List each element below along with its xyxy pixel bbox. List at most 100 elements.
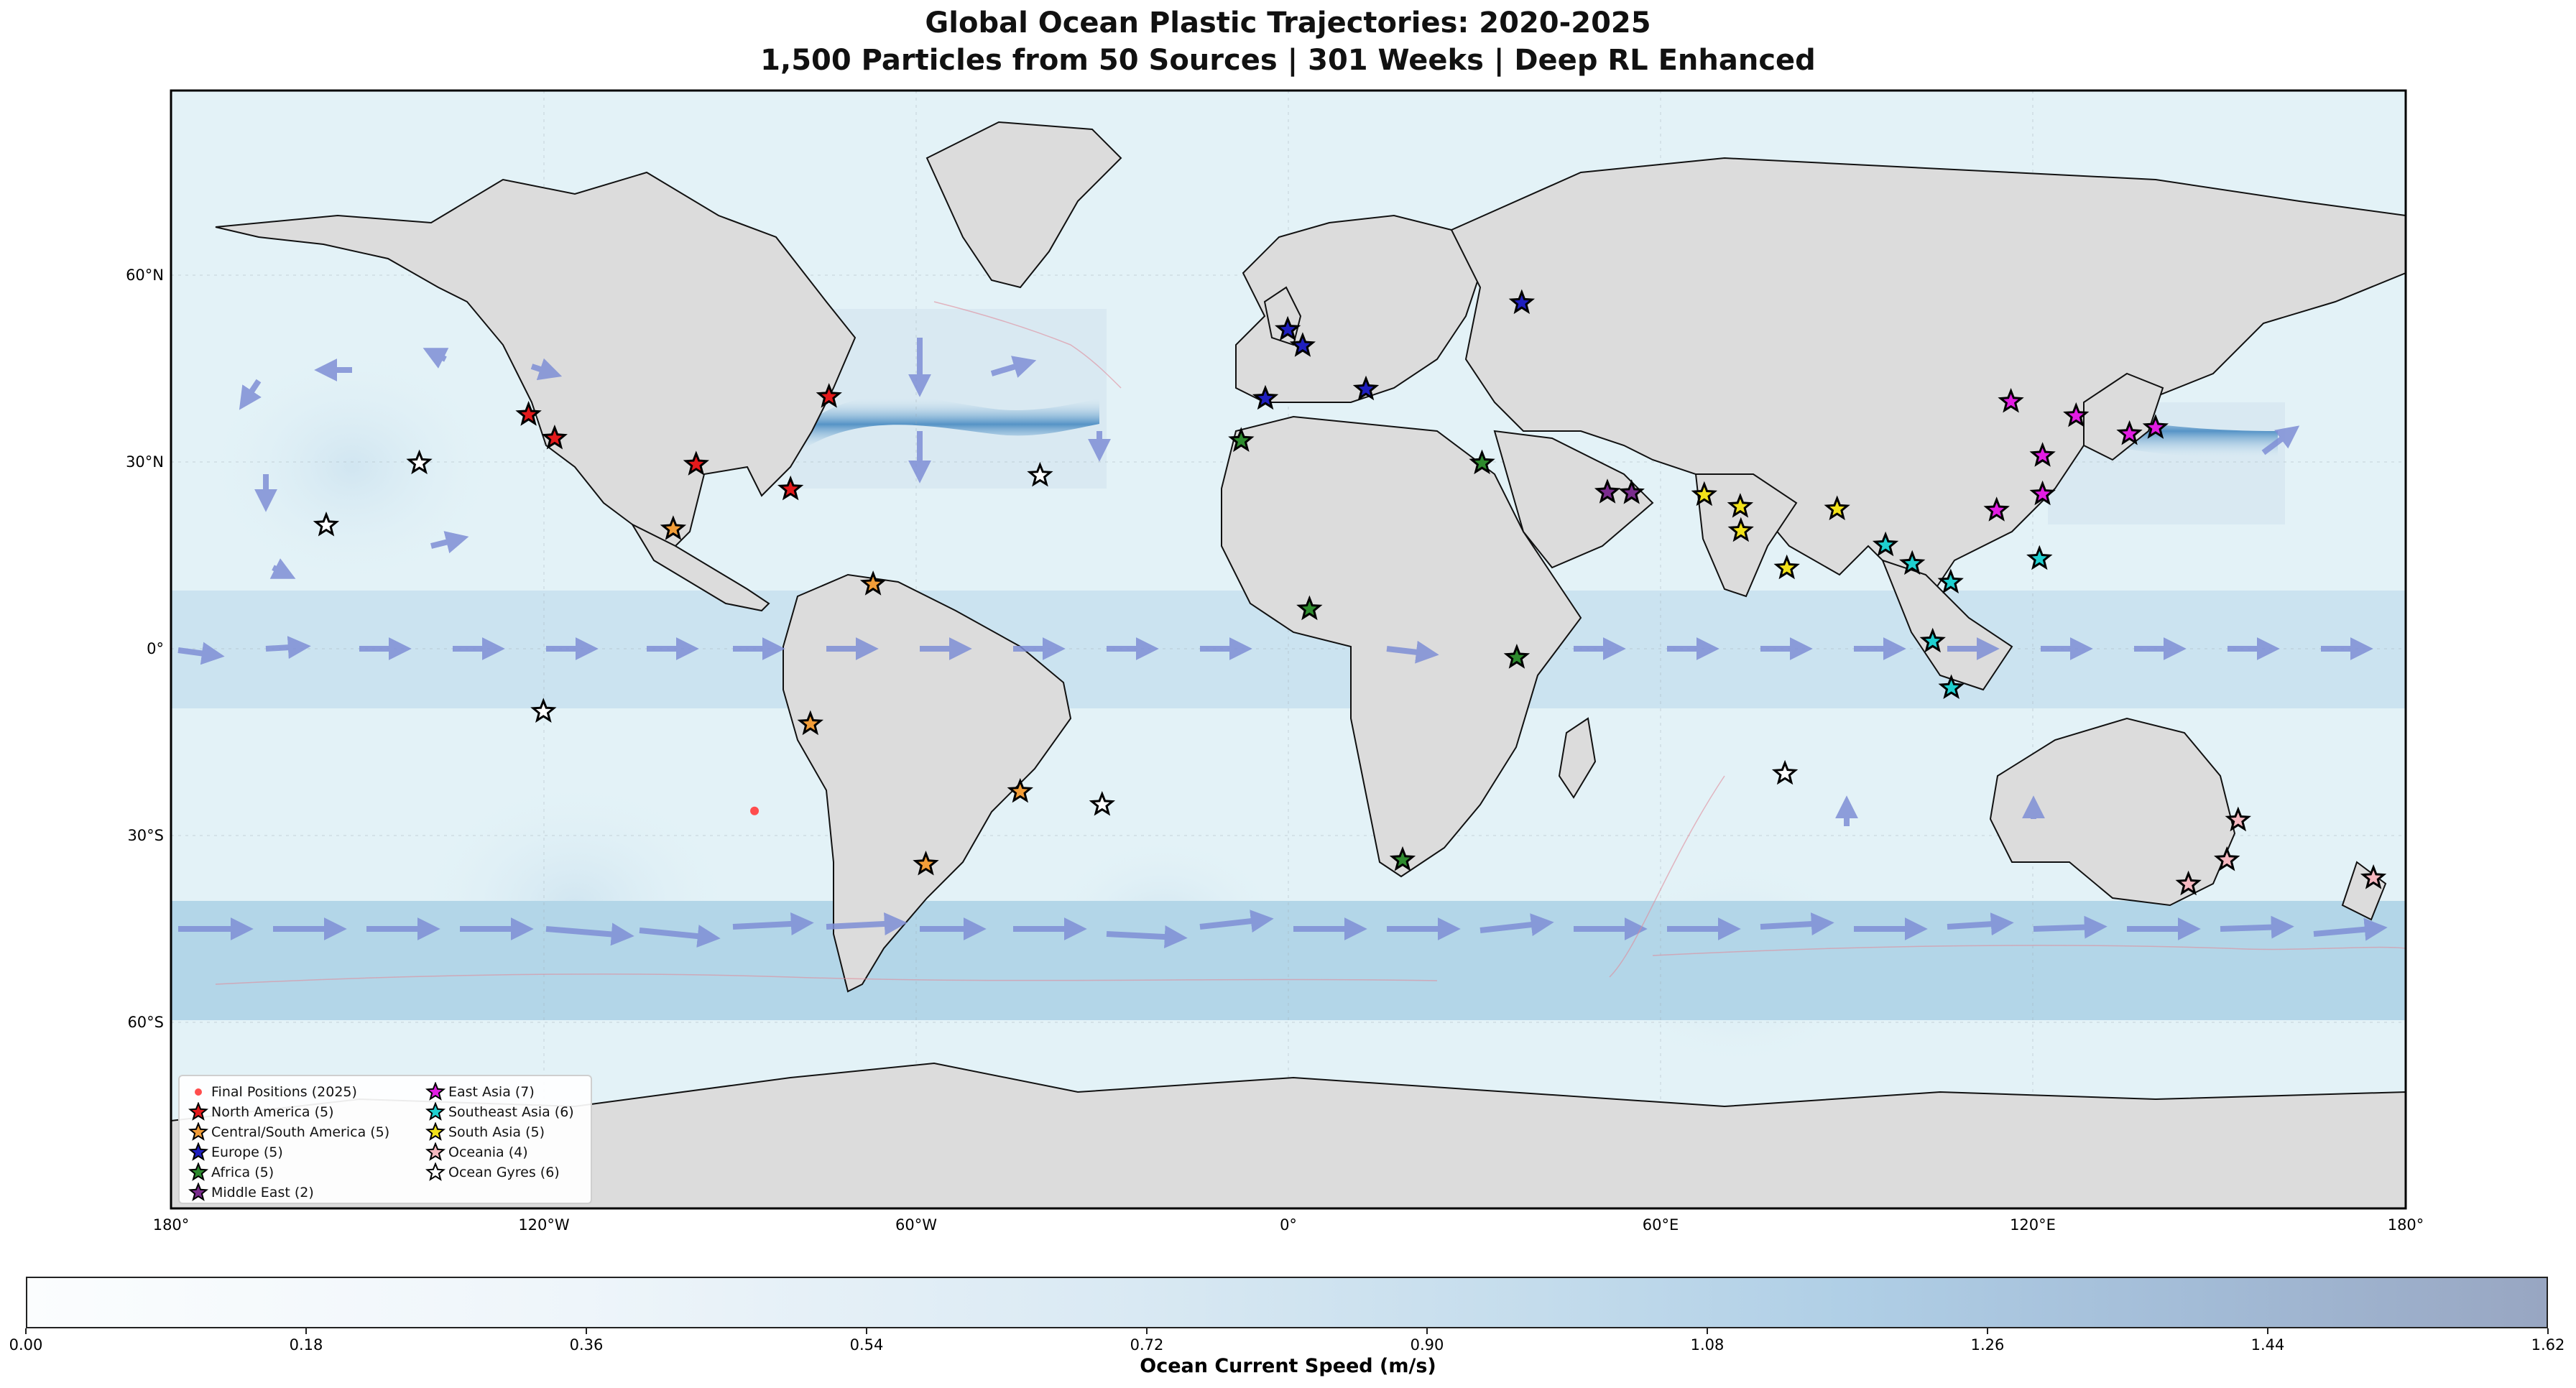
source-star-europe-14 — [1508, 289, 1536, 315]
colorbar-tick-label: 0.90 — [1410, 1336, 1444, 1354]
legend-item: East Asia (7) — [423, 1082, 574, 1102]
source-star-ocean-gyres-45 — [1027, 461, 1053, 487]
north-pacific-gyre — [201, 345, 503, 589]
colorbar-label: Ocean Current Speed (m/s) — [1140, 1355, 1436, 1377]
source-star-north-america-1 — [541, 424, 568, 450]
legend-item: North America (5) — [185, 1102, 389, 1122]
colorbar-tick-label: 0.18 — [289, 1336, 323, 1354]
y-axis-labels: 60°N 30°N 0° 30°S 60°S — [126, 267, 164, 1031]
legend-label: South Asia (5) — [448, 1124, 545, 1140]
source-star-central-south-america-9 — [913, 850, 939, 876]
y-tick-0: 0° — [147, 640, 164, 657]
land-central-america — [630, 522, 770, 612]
source-star-southeast-asia-34 — [1872, 531, 1899, 557]
source-star-central-south-america-8 — [1007, 777, 1034, 803]
star-icon — [423, 1082, 448, 1102]
source-star-south-asia-37 — [1773, 554, 1800, 580]
legend-label: Ocean Gyres (6) — [448, 1165, 560, 1180]
land-south-america — [783, 573, 1072, 993]
legend-item: Oceania (4) — [423, 1142, 574, 1162]
y-tick-30n: 30°N — [126, 453, 164, 471]
source-star-southeast-asia-31 — [2026, 545, 2053, 570]
antarctic-circumpolar-band — [171, 901, 2406, 1020]
source-star-south-asia-39 — [1727, 493, 1754, 518]
star-icon — [185, 1183, 211, 1203]
colorbar-tick-mark — [1707, 1328, 1708, 1334]
source-star-east-asia-22 — [1998, 388, 2024, 413]
legend-label: Africa (5) — [211, 1165, 274, 1180]
legend-label: East Asia (7) — [448, 1084, 535, 1100]
colorbar-tick-label: 1.62 — [2531, 1336, 2565, 1354]
source-star-africa-16 — [1469, 449, 1495, 475]
source-star-central-south-america-5 — [660, 515, 687, 540]
source-star-southeast-asia-30 — [1937, 568, 1964, 594]
legend-item: Central/South America (5) — [185, 1122, 389, 1142]
land-africa — [1221, 415, 1582, 878]
dot-icon — [185, 1082, 211, 1102]
final-positions — [750, 806, 760, 815]
source-star-east-asia-23 — [2029, 442, 2056, 467]
source-star-southeast-asia-32 — [1919, 627, 1946, 653]
colorbar-tick-mark — [586, 1328, 587, 1334]
colorbar-tick-mark — [866, 1328, 867, 1334]
colorbar-tick-mark — [1426, 1328, 1428, 1334]
final-position-dot-0 — [750, 806, 760, 815]
world-map: 60°N 30°N 0° 30°S 60°S 180° 120°W 60°W 0… — [126, 89, 2424, 1234]
legend-item: Europe (5) — [185, 1142, 389, 1162]
particle-trajectories — [215, 301, 2406, 985]
source-star-africa-19 — [1389, 846, 1416, 871]
source-star-north-america-2 — [683, 450, 709, 476]
source-star-ocean-gyres-47 — [530, 698, 557, 723]
land-arabia — [1493, 430, 1654, 569]
source-star-europe-13 — [1352, 375, 1380, 401]
x-tick-60w: 60°W — [895, 1216, 937, 1234]
land-japan — [2083, 372, 2164, 461]
land-madagascar — [1558, 717, 1597, 799]
source-star-europe-12 — [1252, 384, 1279, 410]
x-tick-120w: 120°W — [518, 1216, 570, 1234]
colorbar-tick-mark — [25, 1328, 27, 1334]
source-star-east-asia-24 — [2029, 480, 2056, 506]
source-star-middle-east-21 — [1618, 479, 1645, 504]
x-tick-120e: 120°E — [2010, 1216, 2056, 1234]
source-star-ocean-gyres-44 — [406, 449, 433, 475]
legend-item: Final Positions (2025) — [185, 1082, 389, 1102]
colorbar-tick-label: 1.26 — [1970, 1336, 2005, 1354]
source-star-ocean-gyres-48 — [1771, 759, 1799, 785]
star-icon — [423, 1102, 448, 1122]
source-star-southeast-asia-29 — [1898, 550, 1926, 575]
legend-label: North America (5) — [211, 1104, 334, 1120]
legend-label: Final Positions (2025) — [211, 1084, 357, 1100]
star-icon — [423, 1122, 448, 1142]
star-icon — [423, 1142, 448, 1162]
colorbar-tick-mark — [2547, 1328, 2549, 1334]
land-australia — [1989, 717, 2236, 907]
source-star-ocean-gyres-46 — [1089, 790, 1116, 816]
legend-column-2: East Asia (7) Southeast Asia (6) South Asi… — [423, 1082, 574, 1183]
source-star-europe-10 — [1274, 315, 1301, 341]
star-icon — [185, 1142, 211, 1162]
source-star-south-asia-36 — [1691, 481, 1718, 506]
source-star-east-asia-26 — [2142, 414, 2169, 439]
source-star-central-south-america-7 — [797, 710, 824, 736]
source-star-oceania-43 — [2360, 864, 2387, 889]
star-icon — [185, 1162, 211, 1183]
title-line-1: Global Ocean Plastic Trajectories: 2020-… — [925, 6, 1651, 40]
source-star-middle-east-20 — [1594, 478, 1621, 504]
x-axis-labels: 180° 120°W 60°W 0° 60°E 120°E 180° — [153, 1216, 2424, 1234]
source-star-europe-11 — [1289, 332, 1316, 357]
y-tick-60s: 60°S — [127, 1014, 164, 1031]
x-tick-60e: 60°E — [1643, 1216, 1679, 1234]
source-star-oceania-40 — [2213, 846, 2240, 871]
source-star-east-asia-27 — [2116, 420, 2143, 445]
map-border — [170, 89, 2407, 1210]
legend-label: Central/South America (5) — [211, 1124, 390, 1140]
colorbar-tick-label: 0.00 — [9, 1336, 43, 1354]
legend-item: Middle East (2) — [185, 1183, 389, 1203]
star-icon — [185, 1122, 211, 1142]
legend-label: Middle East (2) — [211, 1185, 314, 1200]
land-europe — [1235, 214, 1482, 403]
source-star-north-america-0 — [515, 401, 542, 426]
source-star-oceania-41 — [2175, 870, 2202, 896]
x-tick-0: 0° — [1280, 1216, 1297, 1234]
